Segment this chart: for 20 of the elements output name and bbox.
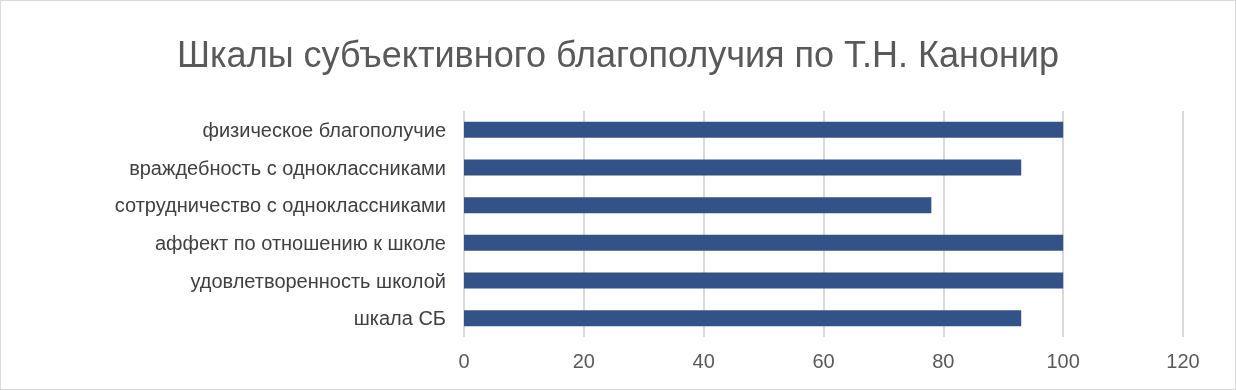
bar <box>464 310 1022 327</box>
y-tick-label: физическое благополучие <box>202 118 446 141</box>
bar <box>464 121 1064 138</box>
y-tick-label: враждебность с одноклассниками <box>129 156 446 179</box>
x-tick-label: 60 <box>812 350 835 372</box>
x-tick-label: 100 <box>1046 350 1080 372</box>
x-tick-label: 0 <box>458 350 470 372</box>
x-tick-label: 80 <box>932 350 955 372</box>
y-tick-label: шкала СБ <box>353 307 446 330</box>
x-tick-label: 20 <box>572 350 595 372</box>
x-tick-label: 40 <box>692 350 715 372</box>
y-tick-label: удовлетворенность школой <box>190 269 446 292</box>
bar <box>464 159 1022 176</box>
bar <box>464 272 1064 289</box>
bar <box>464 197 932 214</box>
x-tick-label: 120 <box>1166 350 1200 372</box>
bar <box>464 234 1064 251</box>
y-tick-label: аффект по отношению к школе <box>154 231 446 254</box>
y-tick-label: сотрудничество с одноклассниками <box>114 194 446 217</box>
chart-title: Шкалы субъективного благополучия по Т.Н. Канонир <box>177 33 1059 75</box>
